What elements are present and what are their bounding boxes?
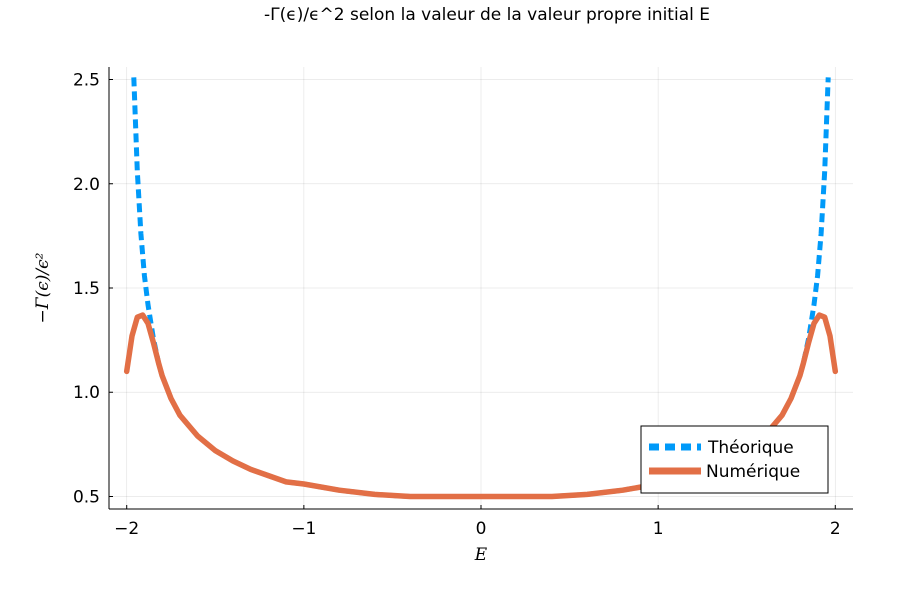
y-tick-label: 1.5	[73, 279, 100, 299]
x-tick-label: −1	[291, 519, 316, 539]
x-tick-label: 0	[476, 519, 487, 539]
x-tick-label: −2	[114, 519, 139, 539]
y-tick-label: 1.0	[73, 383, 100, 403]
y-tick-label: 2.0	[73, 175, 100, 195]
legend: Théorique Numérique	[640, 425, 829, 494]
y-tick-label: 2.5	[73, 71, 100, 91]
series-line-numerique	[123, 312, 839, 500]
ticks: −2 −1 0 1 2 0.5 1.0 1.5 2.0 2.5	[73, 71, 841, 539]
x-tick-label: 2	[830, 519, 841, 539]
y-axis-label: −Γ(ϵ)/ϵ²	[33, 252, 53, 323]
legend-label-theorique: Théorique	[707, 438, 794, 458]
chart-title: -Γ(ϵ)/ϵ^2 selon la valeur de la valeur p…	[264, 5, 710, 25]
x-tick-label: 1	[653, 519, 664, 539]
x-axis-label: E	[474, 545, 488, 565]
series	[123, 77, 839, 500]
legend-label-numerique: Numérique	[706, 462, 800, 482]
y-tick-label: 0.5	[73, 487, 100, 507]
legend-box	[640, 425, 829, 494]
